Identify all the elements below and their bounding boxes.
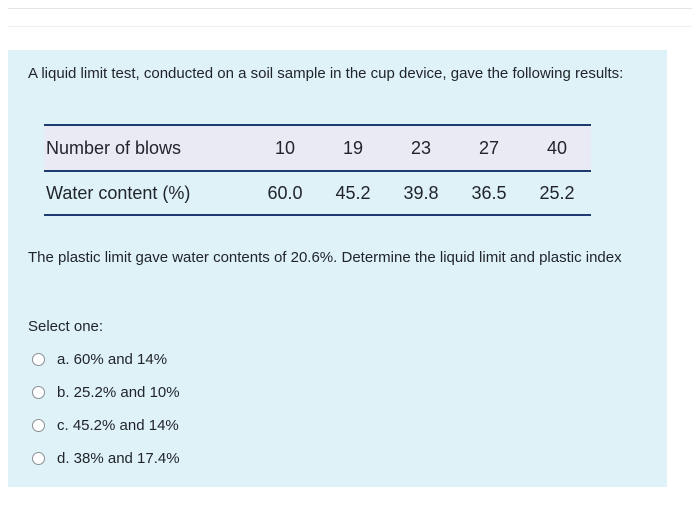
- table-cell: 39.8: [387, 171, 455, 216]
- radio-button-icon[interactable]: [32, 419, 45, 432]
- answer-label[interactable]: c. 45.2% and 14%: [57, 417, 179, 434]
- table-cell: 10: [251, 124, 319, 172]
- radio-button-icon[interactable]: [32, 386, 45, 399]
- select-one-label: Select one:: [28, 318, 104, 335]
- question-followup-text: The plastic limit gave water contents of…: [28, 249, 622, 266]
- table-cell: 23: [387, 124, 455, 172]
- table-row-water-content: Water content (%) 60.0 45.2 39.8 36.5 25…: [44, 171, 591, 216]
- answer-label[interactable]: b. 25.2% and 10%: [57, 384, 180, 401]
- answer-label[interactable]: d. 38% and 17.4%: [57, 450, 180, 467]
- table-row-label: Water content (%): [44, 171, 251, 216]
- table-cell: 36.5: [455, 171, 523, 216]
- table-cell: 25.2: [523, 171, 591, 216]
- table-cell: 27: [455, 124, 523, 172]
- answer-label[interactable]: a. 60% and 14%: [57, 351, 168, 368]
- table-cell: 60.0: [251, 171, 319, 216]
- question-panel: A liquid limit test, conducted on a soil…: [8, 50, 667, 487]
- answer-options: a. 60% and 14% b. 25.2% and 10% c. 45.2%…: [32, 343, 180, 475]
- table-row-blows: Number of blows 10 19 23 27 40: [44, 124, 591, 172]
- radio-button-icon[interactable]: [32, 452, 45, 465]
- top-divider: [8, 8, 692, 9]
- question-intro-text: A liquid limit test, conducted on a soil…: [28, 65, 624, 82]
- table-cell: 45.2: [319, 171, 387, 216]
- radio-button-icon[interactable]: [32, 353, 45, 366]
- table-row-label: Number of blows: [44, 124, 251, 172]
- answer-option-d[interactable]: d. 38% and 17.4%: [32, 442, 180, 475]
- answer-option-a[interactable]: a. 60% and 14%: [32, 343, 180, 376]
- answer-option-c[interactable]: c. 45.2% and 14%: [32, 409, 180, 442]
- answer-option-b[interactable]: b. 25.2% and 10%: [32, 376, 180, 409]
- table-cell: 40: [523, 124, 591, 172]
- table-cell: 19: [319, 124, 387, 172]
- data-table: Number of blows 10 19 23 27 40 Water con…: [44, 124, 591, 216]
- header-divider: [8, 26, 692, 27]
